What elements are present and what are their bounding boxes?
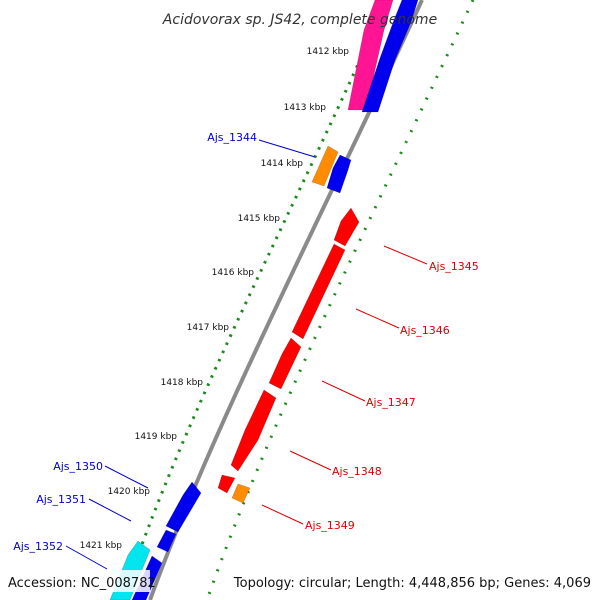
gene-feature	[156, 529, 177, 553]
connector-line	[261, 504, 304, 525]
gene-label-ajs-1351[interactable]: Ajs_1351	[36, 493, 86, 506]
gene-label-ajs-1344[interactable]: Ajs_1344	[207, 131, 257, 144]
gene-feature	[326, 154, 352, 194]
gene-label-ajs-1348[interactable]: Ajs_1348	[332, 465, 382, 478]
scale-arc-outer	[205, 0, 475, 600]
gene-label-ajs-1350[interactable]: Ajs_1350	[53, 460, 103, 473]
scale-label: 1415 kbp	[238, 214, 281, 224]
gene-label-ajs-1347[interactable]: Ajs_1347	[366, 396, 416, 409]
scale-arc-inner	[121, 7, 385, 600]
gene-feature	[361, 0, 419, 113]
connector-line	[321, 380, 366, 402]
gene-features	[109, 0, 419, 600]
gene-feature	[333, 207, 360, 247]
connector-line	[258, 139, 316, 158]
gene-label-ajs-1345[interactable]: Ajs_1345	[429, 260, 479, 273]
connector-line	[289, 450, 332, 471]
gene-label-ajs-1349[interactable]: Ajs_1349	[305, 519, 355, 532]
scale-label: 1421 kbp	[80, 541, 123, 551]
gene-feature	[268, 337, 302, 390]
gene-feature	[230, 389, 277, 472]
scale-label: 1416 kbp	[212, 268, 255, 278]
scale-label: 1419 kbp	[135, 432, 178, 442]
scale-label: 1418 kbp	[161, 378, 204, 388]
connector-line	[104, 465, 149, 489]
scale-label: 1414 kbp	[261, 159, 304, 169]
scale-label: 1417 kbp	[187, 323, 230, 333]
gene-feature	[231, 483, 251, 504]
scale-labels: 1412 kbp 1413 kbp 1414 kbp 1415 kbp 1416…	[80, 47, 350, 551]
accession-backdrop	[0, 570, 150, 592]
gene-feature	[217, 474, 236, 494]
accession-label: Accession: NC_008782	[8, 576, 156, 591]
genome-summary: Topology: circular; Length: 4,448,856 bp…	[233, 576, 591, 591]
gene-feature	[165, 481, 202, 533]
gene-feature	[291, 243, 346, 340]
connector-line	[355, 308, 400, 329]
gene-label-ajs-1352[interactable]: Ajs_1352	[13, 540, 63, 553]
genome-title: Acidovorax sp. JS42, complete genome	[162, 12, 437, 28]
label-connectors	[65, 139, 428, 570]
connector-line	[65, 545, 108, 570]
gene-labels: Ajs_1344 Ajs_1345 Ajs_1346 Ajs_1347 Ajs_…	[13, 131, 479, 553]
connector-line	[383, 245, 428, 265]
gene-feature	[311, 145, 339, 187]
gene-label-ajs-1346[interactable]: Ajs_1346	[400, 324, 450, 337]
scale-label: 1412 kbp	[307, 47, 350, 57]
connector-line	[88, 498, 132, 522]
scale-label: 1413 kbp	[284, 103, 327, 113]
scale-label: 1420 kbp	[108, 487, 151, 497]
